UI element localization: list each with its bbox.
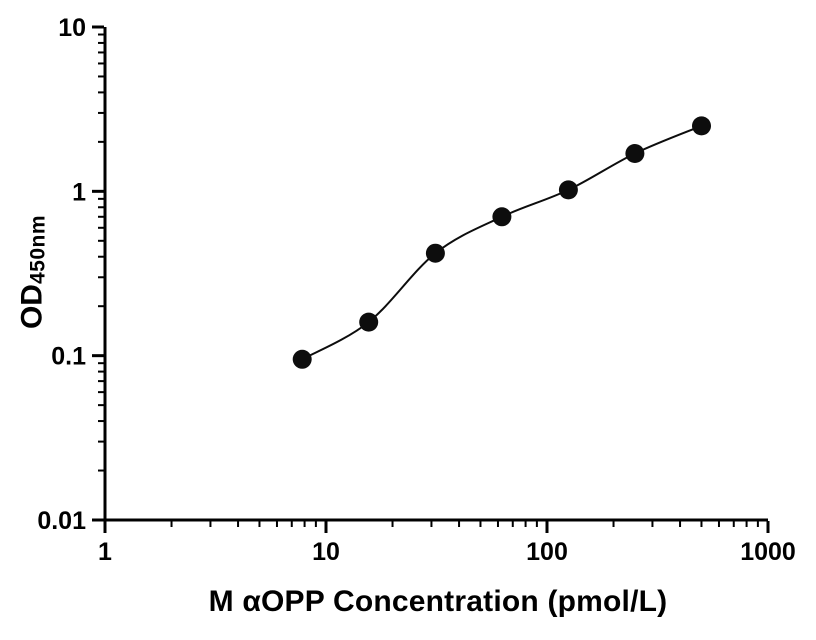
axes-spines xyxy=(103,27,768,522)
y-tick-label: 10 xyxy=(58,14,86,42)
y-axis-title: OD450nm xyxy=(16,215,51,329)
data-point xyxy=(359,312,379,332)
x-tick-label: 1 xyxy=(98,538,112,566)
x-tick-label: 10 xyxy=(312,538,340,566)
data-point xyxy=(492,207,512,227)
data-point xyxy=(292,349,312,369)
y-axis-title-main: OD xyxy=(15,284,49,330)
data-point xyxy=(425,243,445,263)
data-point xyxy=(558,180,578,200)
y-tick-label: 1 xyxy=(72,178,86,206)
x-axis-title: M αOPP Concentration (pmol/L) xyxy=(208,585,668,618)
x-tick-label: 1000 xyxy=(740,538,796,566)
y-tick-label: 0.01 xyxy=(37,507,86,535)
data-point xyxy=(692,116,711,136)
data-point xyxy=(625,144,645,163)
x-tick-label: 100 xyxy=(526,538,568,566)
y-axis-title-subscript: 450nm xyxy=(26,214,50,285)
y-tick-label: 0.1 xyxy=(51,343,86,371)
